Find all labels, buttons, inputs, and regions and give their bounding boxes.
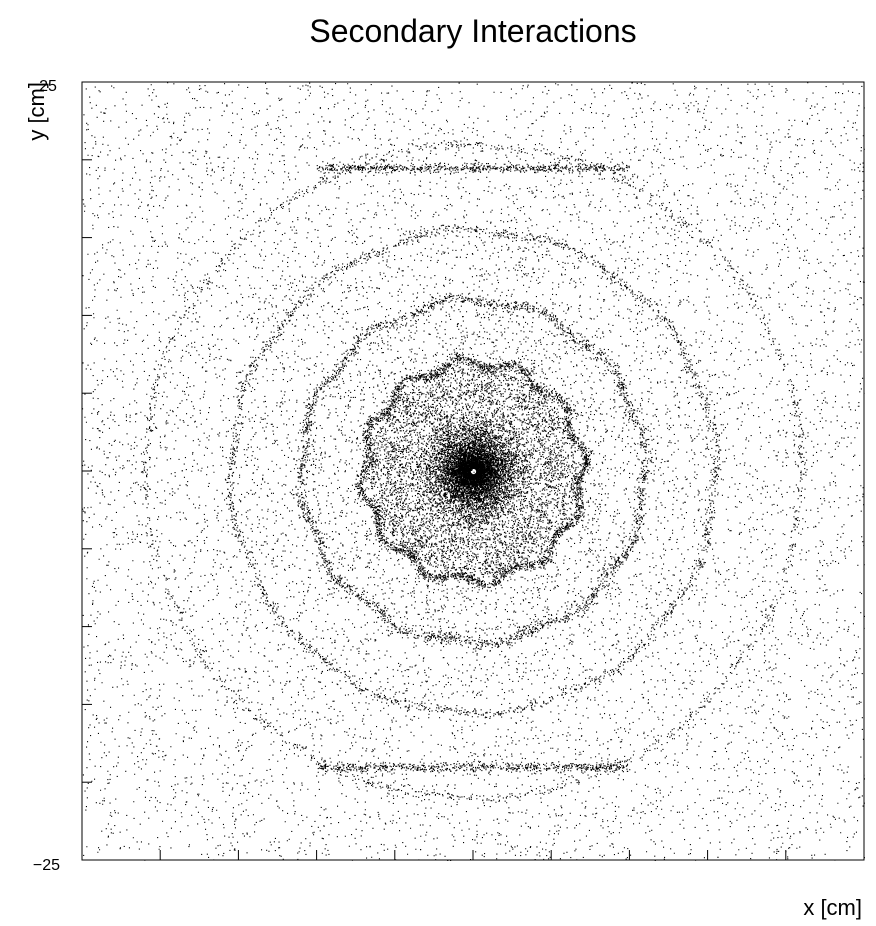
plot-frame [81,81,865,861]
data-points [82,82,865,861]
scatter-points [82,82,865,861]
y-tick-label-bottom: −25 [33,857,60,874]
y-tick-label-top: 25 [39,78,57,95]
axis-ticks [81,81,865,861]
y-axis-label: y [cm] [24,82,49,141]
x-axis-label: x [cm] [803,895,862,920]
chart-title: Secondary Interactions [309,13,636,49]
